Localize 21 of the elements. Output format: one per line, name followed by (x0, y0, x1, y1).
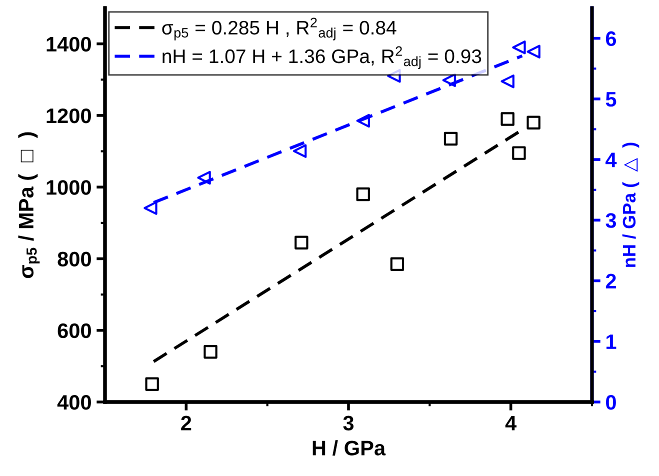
y2-axis-title: nH / GPa ( △ ) (622, 142, 640, 267)
x-tick-label: 4 (505, 416, 517, 430)
legend-label: nH = 1.07 H + 1.36 GPa, R$^{2}$$_{adj}$ = 0.93 (162, 46, 482, 69)
x-tick-label: 3 (343, 416, 354, 431)
y2-tick-label: 0 (606, 395, 616, 410)
legend-label: σ$_{p5}$ = 0.285 H , R$^{2}$$_{adj}$ = 0.84 (162, 18, 396, 40)
y-tick-label: 400 (57, 395, 91, 410)
x-tick-label: 2 (181, 416, 192, 430)
y2-tick-label: 5 (606, 92, 616, 107)
y2-tick-label: 4 (606, 152, 617, 168)
y-tick-label: 800 (58, 252, 91, 266)
y2-tick-label: 6 (606, 31, 616, 46)
y-tick-label: 1200 (46, 108, 91, 124)
y-tick-label: 1000 (46, 180, 91, 195)
y2-tick-label: 2 (606, 274, 616, 288)
y2-tick-label: 1 (606, 334, 616, 349)
x-axis-title: H / GPa (312, 440, 386, 456)
y-tick-label: 600 (58, 323, 91, 338)
y2-tick-label: 3 (606, 213, 616, 228)
y-tick-label: 1400 (46, 36, 91, 52)
y-axis-title: σ$_{p5}$ / MPa ( □ ) (18, 132, 40, 278)
